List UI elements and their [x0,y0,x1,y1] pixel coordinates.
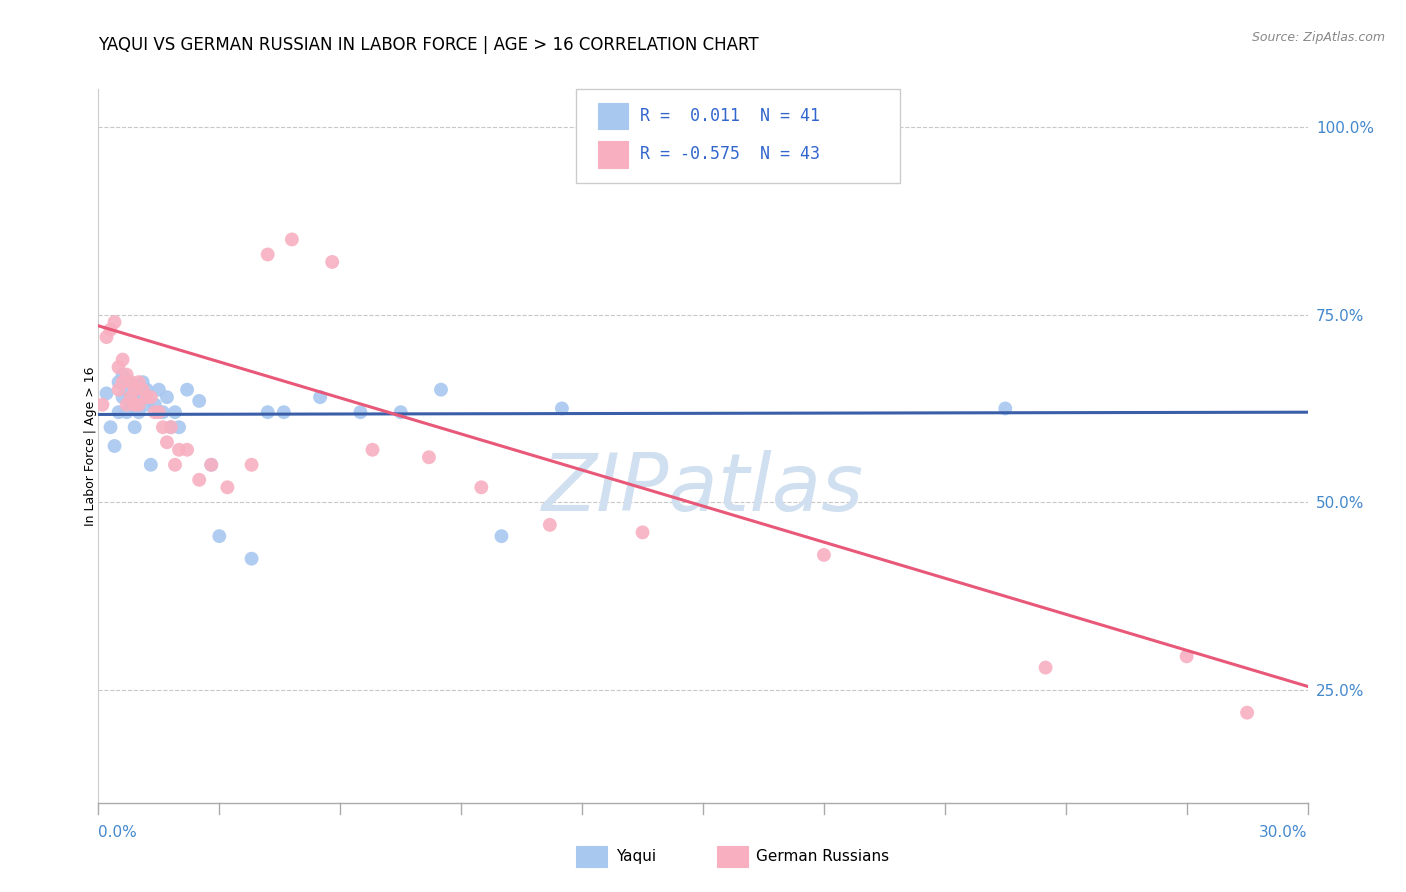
Point [240,551,263,566]
Point [135,383,157,397]
Point [240,458,263,472]
Point [160,420,183,434]
Point [132,390,155,404]
Point [309,390,332,404]
Point [120,398,142,412]
Text: 0.0%: 0.0% [98,825,138,840]
Point [111,390,134,404]
Point [115,368,138,382]
Point [91,398,114,412]
Point [124,390,146,404]
Text: ZIPatlas: ZIPatlas [541,450,865,528]
Point [96,330,118,344]
Point [143,405,166,419]
Point [111,352,134,367]
Point [1175,649,1198,664]
Text: YAQUI VS GERMAN RUSSIAN IN LABOR FORCE | AGE > 16 CORRELATION CHART: YAQUI VS GERMAN RUSSIAN IN LABOR FORCE |… [98,36,759,54]
Point [128,405,150,419]
Point [148,405,170,419]
Point [103,439,125,453]
Point [256,247,278,261]
Point [96,386,118,401]
Point [994,401,1017,416]
Point [176,442,198,457]
Point [128,375,150,389]
Point [115,383,138,397]
Point [120,375,142,389]
Point [188,393,211,408]
Point [551,401,574,416]
Point [156,435,179,450]
Text: German Russians: German Russians [756,849,890,863]
Point [128,398,150,412]
Point [176,383,198,397]
Point [152,405,174,419]
Y-axis label: In Labor Force | Age > 16: In Labor Force | Age > 16 [83,367,97,525]
Point [167,420,190,434]
Point [107,360,129,375]
Point [100,420,122,434]
Point [107,375,129,389]
Text: Source: ZipAtlas.com: Source: ZipAtlas.com [1251,31,1385,45]
Text: Yaqui: Yaqui [616,849,657,863]
Point [111,375,134,389]
Text: 30.0%: 30.0% [1260,825,1308,840]
Text: R =  0.011  N = 41: R = 0.011 N = 41 [640,107,820,125]
Point [124,383,146,397]
Point [107,405,129,419]
Point [107,383,129,397]
Point [148,383,170,397]
Point [120,375,142,389]
Point [361,442,384,457]
Point [200,458,222,472]
Point [160,420,183,434]
Point [538,517,561,532]
Point [135,398,157,412]
Point [813,548,835,562]
Point [156,390,179,404]
Point [124,420,146,434]
Point [115,405,138,419]
Point [167,442,190,457]
Point [120,390,142,404]
Point [217,480,239,494]
Point [115,398,138,412]
Point [349,405,371,419]
Point [389,405,412,419]
Point [418,450,440,465]
Point [430,383,453,397]
Point [132,383,155,397]
Point [139,458,162,472]
Text: R = -0.575  N = 43: R = -0.575 N = 43 [640,145,820,163]
Point [135,390,157,404]
Point [208,529,231,543]
Point [273,405,295,419]
Point [491,529,513,543]
Point [256,405,278,419]
Point [163,405,186,419]
Point [103,315,125,329]
Point [1035,660,1057,674]
Point [111,368,134,382]
Point [281,232,304,246]
Point [1236,706,1258,720]
Point [163,458,186,472]
Point [124,398,146,412]
Point [470,480,492,494]
Point [132,375,155,389]
Point [631,525,654,540]
Point [321,255,343,269]
Point [188,473,211,487]
Point [152,420,174,434]
Point [143,398,166,412]
Point [200,458,222,472]
Point [128,383,150,397]
Point [100,322,122,336]
Point [139,390,162,404]
